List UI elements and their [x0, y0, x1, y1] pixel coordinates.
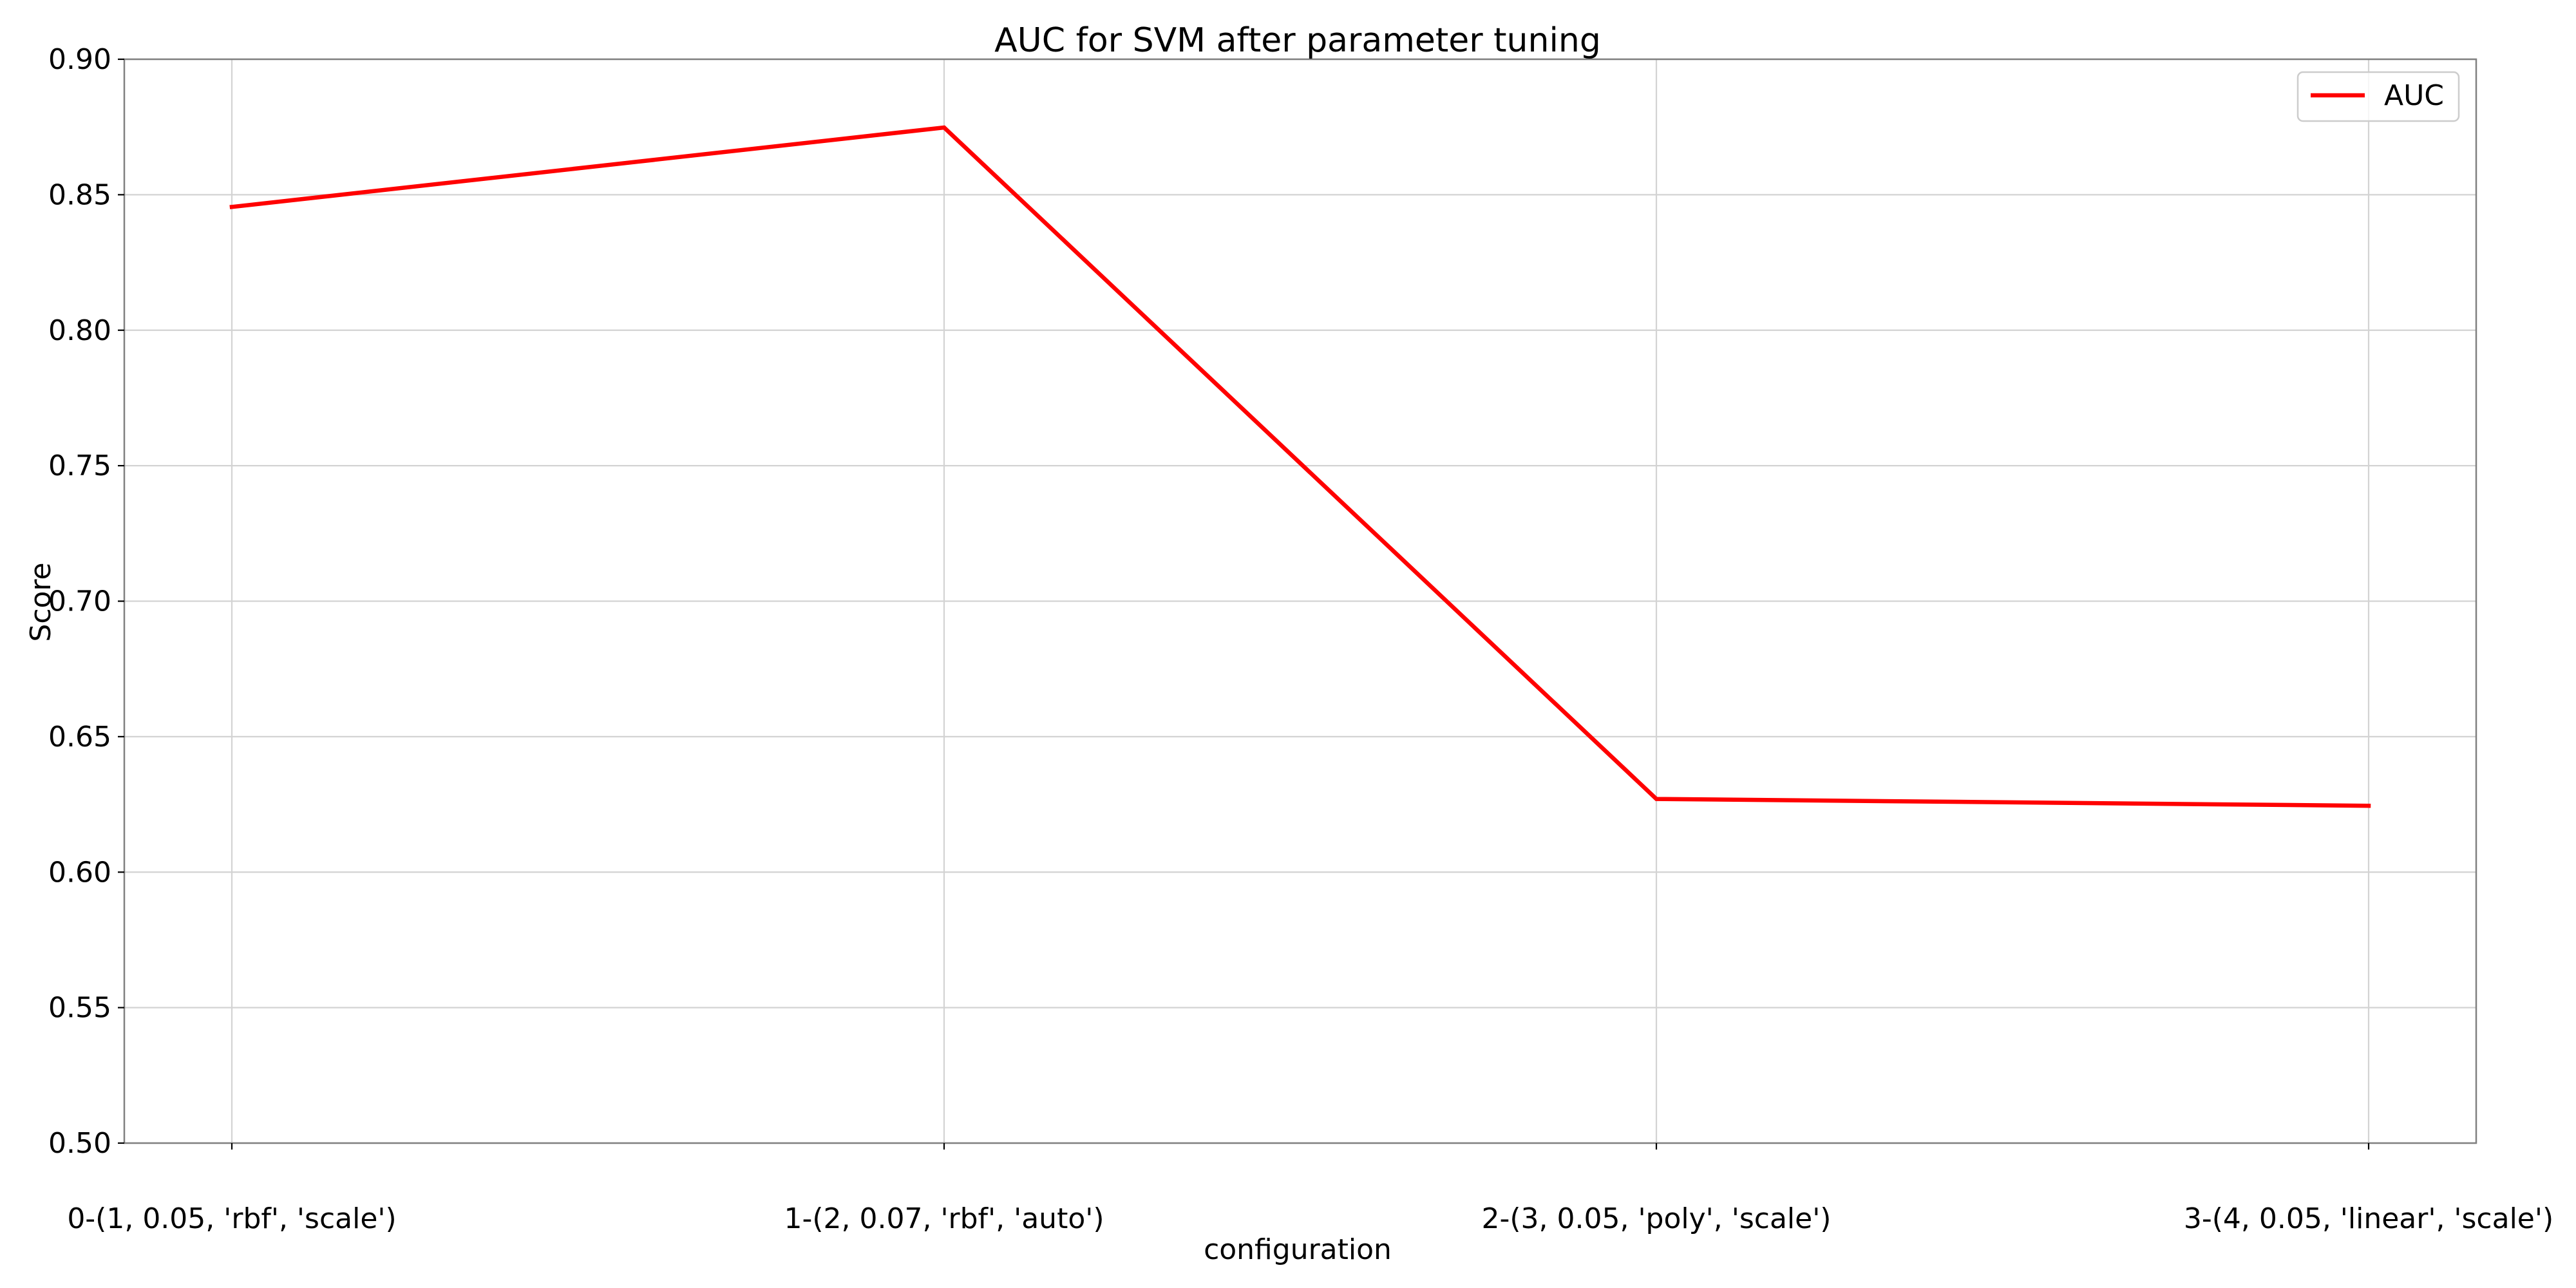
series-line-auc	[229, 125, 2371, 808]
x-axis-ticks: 0-(1, 0.05, 'rbf', 'scale') 1-(2, 0.07, '…	[67, 1143, 2553, 1235]
y-tick-label: 0.75	[48, 450, 111, 482]
x-tick-label: 0-(1, 0.05, 'rbf', 'scale')	[67, 1202, 396, 1235]
legend-box	[2297, 71, 2460, 122]
y-tick-label: 0.80	[48, 314, 111, 347]
series-layer	[229, 125, 2371, 808]
y-tick-label: 0.60	[48, 856, 111, 889]
chart-title: AUC for SVM after parameter tuning	[994, 21, 1601, 60]
y-tick-label: 0.65	[48, 721, 111, 753]
y-tick-label: 0.85	[48, 178, 111, 211]
y-axis-title: Score	[24, 562, 57, 641]
y-tick-label: 0.55	[48, 992, 111, 1025]
x-tick-label: 2-(3, 0.05, 'poly', 'scale')	[1482, 1202, 1832, 1235]
y-tick-label: 0.70	[48, 585, 111, 618]
x-tick-label: 1-(2, 0.07, 'rbf', 'auto')	[784, 1202, 1104, 1235]
y-tick-label: 0.90	[48, 43, 111, 76]
y-tick-label: 0.50	[48, 1127, 111, 1160]
legend: AUC	[2297, 71, 2460, 122]
legend-label-auc: AUC	[2384, 79, 2444, 112]
y-axis-ticks: 0.50 0.55 0.60 0.65 0.70 0.75 0.80 0.85 0.90	[48, 43, 124, 1160]
x-axis-title: configuration	[1204, 1233, 1392, 1266]
x-tick-label: 3-(4, 0.05, 'linear', 'scale')	[2184, 1202, 2553, 1235]
